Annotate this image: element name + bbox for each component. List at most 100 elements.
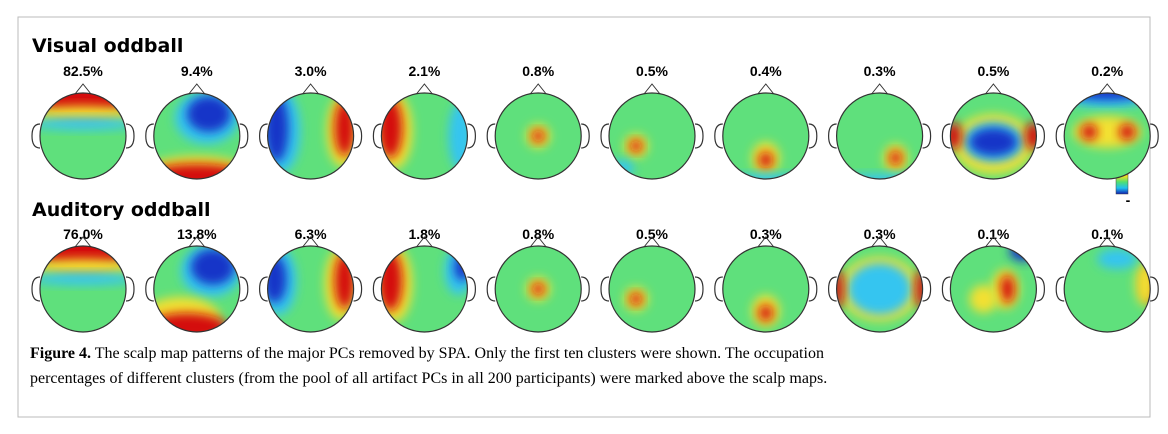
head-outline bbox=[722, 245, 810, 333]
row-title: Auditory oddball bbox=[32, 199, 211, 221]
percentage: 0.3% bbox=[750, 226, 782, 242]
nose bbox=[188, 83, 206, 95]
scalp-map bbox=[941, 236, 1046, 333]
ear bbox=[353, 276, 363, 302]
scalp-map bbox=[486, 83, 590, 180]
nose bbox=[416, 236, 433, 248]
map-blob bbox=[1119, 124, 1136, 140]
caption-label: Figure 4. bbox=[30, 345, 91, 362]
percentage: 0.2% bbox=[1091, 63, 1123, 79]
ear bbox=[1036, 276, 1046, 302]
ear bbox=[941, 123, 951, 149]
scalp-map bbox=[145, 236, 249, 333]
map-fill bbox=[267, 246, 354, 332]
map-fill bbox=[381, 93, 468, 179]
ear bbox=[125, 123, 135, 149]
scalp-map bbox=[31, 83, 135, 180]
map-bg bbox=[1064, 246, 1151, 332]
scalp-map bbox=[600, 236, 704, 333]
head-outline bbox=[494, 92, 582, 180]
percentage: 76.0% bbox=[63, 226, 103, 242]
nose bbox=[985, 236, 1002, 248]
ear bbox=[1150, 123, 1159, 149]
map-blob bbox=[153, 313, 227, 332]
map-blob bbox=[1000, 275, 1015, 303]
ear bbox=[486, 123, 496, 149]
head-outline bbox=[608, 245, 696, 333]
ear bbox=[486, 276, 496, 302]
head-outline bbox=[835, 245, 924, 333]
ear bbox=[467, 123, 477, 149]
nose bbox=[188, 236, 206, 248]
nose bbox=[757, 83, 775, 95]
ear bbox=[922, 123, 932, 149]
ear bbox=[239, 276, 249, 302]
scalp-map bbox=[827, 83, 932, 180]
ear bbox=[258, 276, 268, 302]
percentage: 0.3% bbox=[864, 226, 896, 242]
head-outline bbox=[267, 92, 355, 180]
head-outline bbox=[380, 92, 468, 180]
head-outline bbox=[39, 245, 127, 333]
scalp-map bbox=[31, 236, 135, 333]
ear bbox=[145, 123, 154, 149]
head-outline bbox=[608, 92, 696, 180]
head-outline bbox=[835, 92, 924, 180]
head-outline bbox=[1063, 245, 1151, 333]
nose bbox=[1098, 236, 1116, 248]
nose bbox=[302, 83, 319, 95]
map-blob bbox=[532, 283, 545, 295]
ear bbox=[808, 123, 818, 149]
nose bbox=[74, 83, 92, 95]
map-blob bbox=[1073, 116, 1142, 148]
map-blob bbox=[950, 122, 962, 150]
map-bg bbox=[722, 246, 809, 332]
percentage: 6.3% bbox=[295, 226, 327, 242]
map-fill bbox=[153, 93, 240, 179]
scalp-map bbox=[258, 83, 363, 180]
map-blob bbox=[630, 140, 642, 152]
map-fill bbox=[40, 93, 126, 179]
nose bbox=[643, 236, 661, 248]
map-blob bbox=[1025, 122, 1037, 150]
ear bbox=[714, 123, 723, 149]
frame bbox=[17, 16, 1151, 418]
ear bbox=[808, 276, 818, 302]
ear bbox=[372, 276, 382, 302]
map-blob bbox=[969, 285, 998, 313]
ear bbox=[31, 123, 41, 149]
ear bbox=[1055, 276, 1065, 302]
nose bbox=[302, 236, 319, 248]
ear bbox=[31, 276, 41, 302]
head-outline bbox=[494, 245, 582, 333]
ear bbox=[581, 276, 590, 302]
scalp-map bbox=[145, 83, 249, 180]
map-fill bbox=[267, 93, 354, 179]
ear bbox=[714, 276, 723, 302]
percentage: 9.4% bbox=[181, 63, 213, 79]
scalp-map bbox=[941, 83, 1046, 180]
percentage: 0.3% bbox=[864, 63, 896, 79]
map-blob bbox=[758, 305, 773, 321]
map-blob bbox=[40, 118, 126, 130]
head-outline bbox=[39, 92, 127, 180]
map-blob bbox=[915, 269, 923, 309]
head-outline bbox=[722, 92, 810, 180]
row-title: Visual oddball bbox=[32, 35, 183, 57]
map-fill bbox=[950, 93, 1037, 179]
nose bbox=[529, 83, 547, 95]
map-fill bbox=[1064, 93, 1151, 179]
colorbar-bottom: - bbox=[1126, 192, 1131, 208]
head-outline bbox=[267, 245, 355, 333]
scalp-map bbox=[258, 236, 363, 333]
map-blob bbox=[969, 128, 1018, 156]
nose bbox=[871, 83, 888, 95]
scalp-map bbox=[827, 236, 932, 333]
head-outline bbox=[153, 245, 241, 333]
ear bbox=[467, 276, 477, 302]
map-blob bbox=[40, 273, 126, 285]
percentage: 82.5% bbox=[63, 63, 103, 79]
map-blob bbox=[186, 96, 231, 132]
map-fill bbox=[950, 246, 1037, 332]
